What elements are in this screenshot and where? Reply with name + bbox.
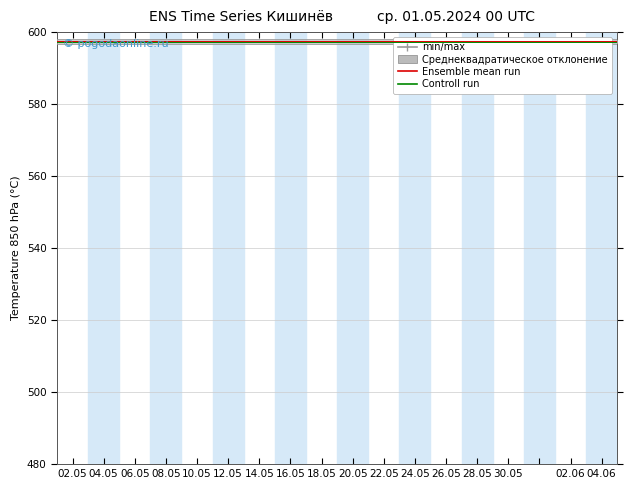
Text: ENS Time Series Кишинёв: ENS Time Series Кишинёв (149, 10, 333, 24)
Bar (150, 32, 181, 464)
Bar (337, 32, 368, 464)
Bar (399, 32, 430, 464)
Bar (462, 32, 493, 464)
Bar (524, 32, 555, 464)
Bar (275, 32, 306, 464)
Bar (586, 32, 617, 464)
Text: © pogodaonline.ru: © pogodaonline.ru (63, 39, 168, 49)
Bar (212, 32, 243, 464)
Bar (88, 32, 119, 464)
Text: ср. 01.05.2024 00 UTC: ср. 01.05.2024 00 UTC (377, 10, 536, 24)
Y-axis label: Temperature 850 hPa (°C): Temperature 850 hPa (°C) (11, 176, 22, 320)
Legend: min/max, Среднеквадратическое отклонение, Ensemble mean run, Controll run: min/max, Среднеквадратическое отклонение… (392, 37, 612, 94)
